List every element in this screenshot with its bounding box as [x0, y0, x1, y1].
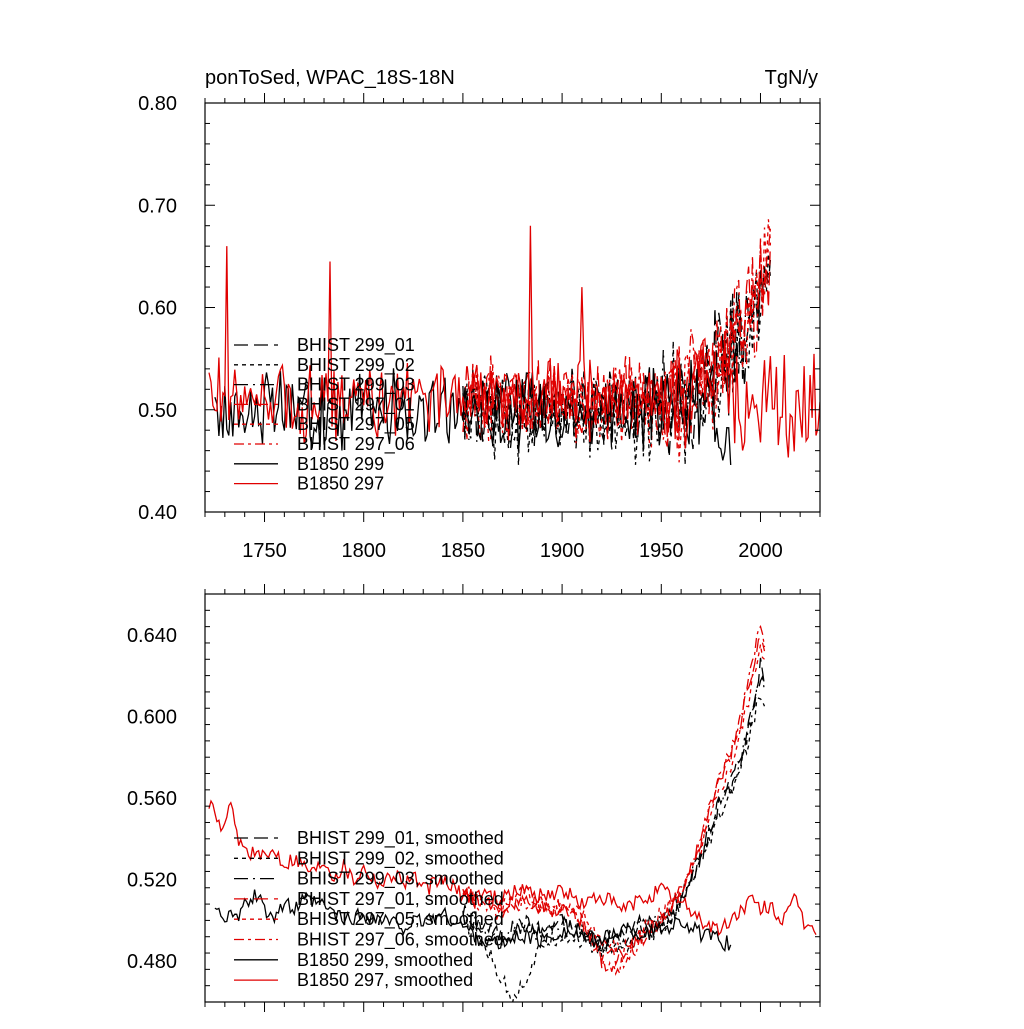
series-line-7: [208, 799, 817, 937]
legend-label: BHIST 299_01: [297, 335, 415, 356]
x-tick-label: 2000: [738, 540, 783, 562]
series-line-4: [462, 219, 772, 463]
top-panel: 1750 1800 1850 1900 1950 2000 0.40 0.50 0.60 0.70…: [138, 93, 821, 562]
y-tick-label: 0.80: [138, 93, 177, 115]
plot-frame: [204, 593, 821, 1003]
y-tick-label: 0.40: [138, 502, 177, 524]
series-line-5: [462, 228, 772, 449]
series-line-3: [462, 238, 772, 447]
legend-label: BHIST 299_01, smoothed: [297, 828, 504, 849]
legend-label: BHIST 297_01: [297, 394, 415, 415]
series-line-1: [462, 697, 766, 1002]
x-tick-label: 1900: [540, 540, 585, 562]
y-tick-label: 0.70: [138, 195, 177, 217]
bottom-panel: 0.480 0.520 0.560 0.600 0.640 BHIST 299_01, s…: [127, 584, 821, 1012]
series-line-3: [462, 637, 766, 967]
y-tick-label: 0.50: [138, 400, 177, 422]
legend-label: BHIST 297_05, smoothed: [297, 909, 504, 930]
y-tick-label: 0.480: [127, 951, 177, 973]
legend-label: B1850 299: [297, 454, 384, 474]
legend-label: B1850 297, smoothed: [297, 970, 473, 990]
legend-label: BHIST 299_02, smoothed: [297, 848, 504, 869]
y-tick-label: 0.600: [127, 706, 177, 728]
legend-label: BHIST 297_06, smoothed: [297, 930, 504, 951]
x-tick-label: 1950: [639, 540, 684, 562]
plot-area: [208, 625, 817, 1002]
y-tick-label: 0.560: [127, 788, 177, 810]
legend-label: B1850 297: [297, 474, 384, 494]
x-tick-label: 1750: [242, 540, 287, 562]
legend-label: BHIST 297_05: [297, 414, 415, 435]
y-tick-label: 0.60: [138, 298, 177, 320]
y-tick-label: 0.520: [127, 870, 177, 892]
legend-label: BHIST 299_03, smoothed: [297, 869, 504, 890]
series-line-6: [214, 889, 732, 953]
x-tick-label: 1850: [441, 540, 486, 562]
legend-label: BHIST 297_01, smoothed: [297, 889, 504, 910]
legend-label: BHIST 299_02: [297, 355, 415, 376]
plot-area: [208, 219, 820, 466]
series-line-2: [462, 674, 766, 952]
series-line-1: [462, 253, 772, 466]
top-panel-title: ponToSed, WPAC_18S-18N: [205, 67, 455, 89]
series-line-0: [462, 657, 766, 949]
series-line-4: [462, 644, 765, 955]
legend-label: BHIST 299_03: [297, 375, 415, 396]
series-line-7: [208, 225, 820, 458]
x-tick-label: 1800: [341, 540, 386, 562]
top-panel-units: TgN/y: [765, 67, 818, 89]
legend-label: BHIST 297_06: [297, 434, 415, 455]
y-tick-label: 0.640: [127, 625, 177, 647]
legend-label: B1850 299, smoothed: [297, 950, 473, 970]
